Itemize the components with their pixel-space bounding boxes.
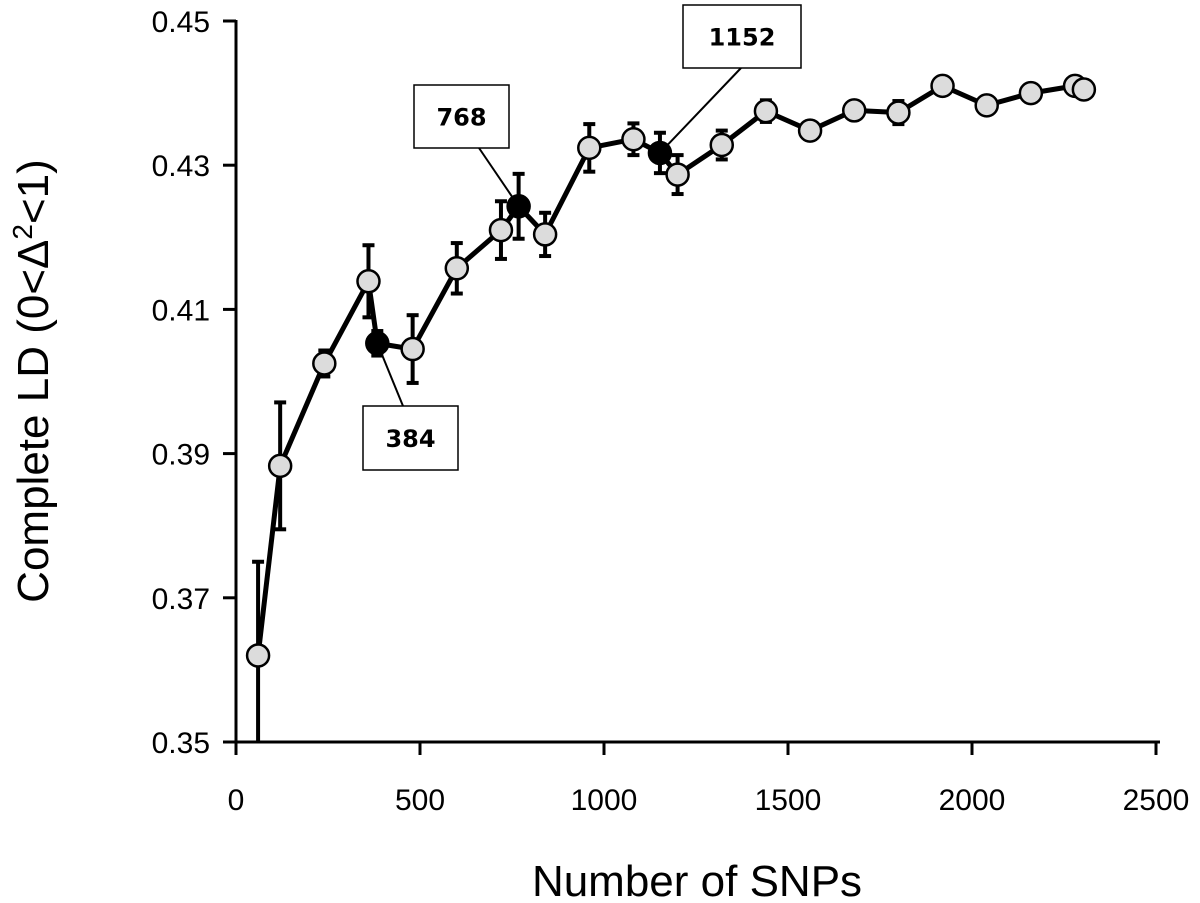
data-point <box>1018 80 1044 106</box>
y-tick-label: 0.37 <box>152 583 210 616</box>
data-point <box>753 98 779 124</box>
highlighted-data-point <box>365 331 390 356</box>
y-tick-label: 0.45 <box>152 6 210 39</box>
callout-384: 384 <box>362 342 459 471</box>
axes: 0 500 1000 1500 2000 2500 0.35 0.37 0.39 0.41 0.4… <box>152 6 1190 817</box>
callouts: 384 768 1152 <box>362 4 802 471</box>
callout-box <box>682 4 802 69</box>
x-tick-label: 1000 <box>571 784 638 817</box>
data-point <box>621 126 646 152</box>
data-point <box>665 162 690 187</box>
y-axis-title-tail: <1) <box>9 159 58 224</box>
data-point <box>245 643 271 668</box>
y-tick-label: 0.39 <box>152 439 210 472</box>
callout-1152: 1152 <box>659 4 802 154</box>
y-axis-title-superscript: 2 <box>7 224 38 240</box>
y-axis-title-main: Complete LD (0<Δ <box>9 240 58 603</box>
data-point <box>444 256 470 281</box>
data-point <box>577 135 602 161</box>
data-point <box>1071 77 1097 102</box>
y-tick-label: 0.35 <box>152 727 210 760</box>
data-point <box>930 73 955 99</box>
data-point <box>312 351 337 376</box>
x-tick-label: 500 <box>395 784 445 817</box>
data-point <box>709 132 735 158</box>
data-point <box>532 222 558 247</box>
callout-label: 384 <box>385 425 435 453</box>
data-point <box>797 118 823 143</box>
highlighted-data-point <box>647 140 673 166</box>
callout-box <box>362 405 459 471</box>
data-point <box>974 93 999 118</box>
callout-leader-line <box>659 67 742 154</box>
y-axis-title: Complete LD (0<Δ2<1) <box>7 159 58 603</box>
data-point <box>400 336 425 362</box>
y-ticks: 0.35 0.37 0.39 0.41 0.43 0.45 <box>152 6 236 760</box>
callout-label: 1152 <box>709 24 776 52</box>
x-tick-label: 1500 <box>755 784 822 817</box>
y-tick-label: 0.43 <box>152 150 210 183</box>
x-tick-label: 2500 <box>1123 784 1190 817</box>
data-point <box>886 100 911 125</box>
callout-box <box>413 84 510 149</box>
data-point <box>356 269 381 294</box>
x-ticks: 0 500 1000 1500 2000 2500 <box>228 742 1190 817</box>
highlighted-data-point <box>506 194 531 219</box>
callout-768: 768 <box>413 84 520 207</box>
callout-label: 768 <box>436 104 486 132</box>
data-point <box>267 453 293 479</box>
data-points <box>245 73 1097 668</box>
x-axis-title: Number of SNPs <box>532 857 862 903</box>
data-point <box>488 217 514 243</box>
y-tick-label: 0.41 <box>152 294 210 327</box>
x-tick-label: 2000 <box>939 784 1006 817</box>
data-point <box>841 98 867 123</box>
x-tick-label: 0 <box>228 784 245 817</box>
